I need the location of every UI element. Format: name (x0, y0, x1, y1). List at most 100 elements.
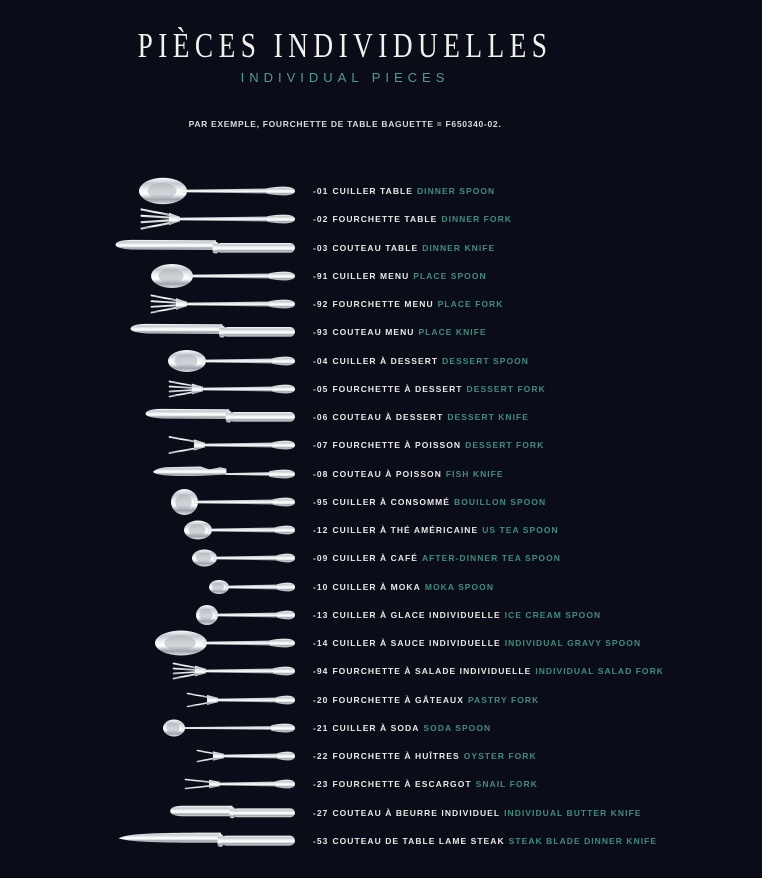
item-name-french: CUILLER À MOKA (332, 581, 421, 592)
item-name-english: DESSERT SPOON (442, 355, 529, 366)
item-name-french: COUTEAU DE TABLE LAME STEAK (332, 835, 505, 846)
item-name-french: FOURCHETTE À ESCARGOT (332, 779, 472, 790)
item-name-french: COUTEAU TABLE (332, 242, 419, 253)
item-name-english: SNAIL FORK (475, 779, 538, 790)
item-label: -07 FOURCHETTE À POISSON DESSERT FORK (313, 440, 544, 450)
catalog-row: -13 CUILLER À GLACE INDIVIDUELLE ICE CREAM… (0, 601, 762, 629)
item-label: -91 CUILLER MENU PLACE SPOON (313, 271, 487, 281)
item-label: -95 CUILLER À CONSOMMÉ BOUILLON SPOON (313, 497, 546, 507)
item-label: -10 CUILLER À MOKA MOKA SPOON (313, 582, 494, 592)
item-name-french: FOURCHETTE TABLE (332, 214, 438, 225)
item-name-french: FOURCHETTE À GÂTEAUX (332, 694, 464, 705)
item-name-french: FOURCHETTE MENU (332, 299, 434, 310)
dinner-knife-image (0, 233, 308, 263)
bouillon-spoon-image (0, 487, 308, 517)
item-name-english: DINNER FORK (441, 214, 512, 225)
item-label: -05 FOURCHETTE À DESSERT DESSERT FORK (313, 384, 546, 394)
steak-knife-image (0, 826, 308, 856)
catalog-row: -04 CUILLER À DESSERT DESSERT SPOON (0, 347, 762, 375)
item-label: -01 CUILLER TABLE DINNER SPOON (313, 186, 495, 196)
item-name-french: CUILLER MENU (332, 270, 410, 281)
catalog-row: -07 FOURCHETTE À POISSON DESSERT FORK (0, 431, 762, 459)
dessert-knife-image (0, 402, 308, 432)
item-name-english: INDIVIDUAL GRAVY SPOON (504, 638, 642, 649)
soda-spoon-image (0, 713, 308, 743)
item-code: -94 (313, 666, 329, 677)
item-name-french: CUILLER À THÉ AMÉRICAINE (332, 525, 479, 536)
item-label: -23 FOURCHETTE À ESCARGOT SNAIL FORK (313, 779, 538, 789)
item-name-french: FOURCHETTE À SALADE INDIVIDUELLE (332, 666, 532, 677)
item-label: -21 CUILLER À SODA SODA SPOON (313, 723, 491, 733)
dinner-fork-image (0, 204, 308, 234)
catalog-row: -01 CUILLER TABLE DINNER SPOON (0, 177, 762, 205)
item-name-english: PLACE KNIFE (418, 327, 487, 338)
page-header: PIÈCES INDIVIDUELLES INDIVIDUAL PIECES P… (0, 0, 726, 129)
catalog-row: -06 COUTEAU À DESSERT DESSERT KNIFE (0, 403, 762, 431)
ice-cream-spoon-image (0, 600, 308, 630)
item-label: -93 COUTEAU MENU PLACE KNIFE (313, 327, 487, 337)
example-note: PAR EXEMPLE, FOURCHETTE DE TABLE BAGUETT… (188, 119, 502, 129)
item-code: -23 (313, 779, 329, 790)
item-label: -94 FOURCHETTE À SALADE INDIVIDUELLE INDIV… (313, 666, 664, 676)
item-name-english: INDIVIDUAL BUTTER KNIFE (504, 807, 642, 818)
item-name-english: DESSERT FORK (466, 383, 546, 394)
salad-fork-image (0, 656, 308, 686)
item-code: -92 (313, 299, 329, 310)
place-fork-image (0, 289, 308, 319)
catalog-row: -95 CUILLER À CONSOMMÉ BOUILLON SPOON (0, 488, 762, 516)
item-name-english: SODA SPOON (423, 722, 492, 733)
item-code: -14 (313, 638, 329, 649)
item-name-english: STEAK BLADE DINNER KNIFE (508, 835, 658, 846)
page-subtitle: INDIVIDUAL PIECES (240, 70, 450, 85)
item-name-french: FOURCHETTE À POISSON (332, 440, 462, 451)
item-name-french: CUILLER À DESSERT (332, 355, 439, 366)
item-label: -09 CUILLER À CAFÉ AFTER-DINNER TEA SPOON (313, 553, 561, 563)
oyster-fork-image (0, 741, 308, 771)
catalog-row: -10 CUILLER À MOKA MOKA SPOON (0, 573, 762, 601)
snail-fork-image (0, 769, 308, 799)
item-label: -13 CUILLER À GLACE INDIVIDUELLE ICE CREAM… (313, 610, 601, 620)
fish-fork-image (0, 430, 308, 460)
item-name-english: PASTRY FORK (467, 694, 540, 705)
item-name-french: COUTEAU À BEURRE INDIVIDUEL (332, 807, 501, 818)
catalog-row: -05 FOURCHETTE À DESSERT DESSERT FORK (0, 375, 762, 403)
item-name-english: DINNER SPOON (416, 186, 496, 197)
catalog-row: -03 COUTEAU TABLE DINNER KNIFE (0, 234, 762, 262)
item-name-english: DESSERT FORK (465, 440, 545, 451)
item-name-french: FOURCHETTE À DESSERT (332, 383, 463, 394)
catalog-row: -94 FOURCHETTE À SALADE INDIVIDUELLE INDIV… (0, 657, 762, 685)
item-code: -05 (313, 383, 329, 394)
page-title: PIÈCES INDIVIDUELLES (137, 26, 553, 65)
item-label: -53 COUTEAU DE TABLE LAME STEAK STEAK BLAD… (313, 836, 657, 846)
catalog-row: -02 FOURCHETTE TABLE DINNER FORK (0, 205, 762, 233)
item-name-english: BOUILLON SPOON (454, 496, 547, 507)
item-name-french: FOURCHETTE À HUÎTRES (332, 751, 460, 762)
catalog-row: -23 FOURCHETTE À ESCARGOT SNAIL FORK (0, 770, 762, 798)
item-name-french: COUTEAU À DESSERT (332, 412, 444, 423)
pastry-fork-image (0, 685, 308, 715)
item-code: -12 (313, 525, 329, 536)
item-label: -20 FOURCHETTE À GÂTEAUX PASTRY FORK (313, 695, 539, 705)
item-name-english: MOKA SPOON (424, 581, 495, 592)
dessert-fork-image (0, 374, 308, 404)
item-name-french: CUILLER À SAUCE INDIVIDUELLE (332, 638, 501, 649)
cutlery-catalog-list: -01 CUILLER TABLE DINNER SPOON -02 FOURCHETT… (0, 177, 762, 855)
item-label: -04 CUILLER À DESSERT DESSERT SPOON (313, 356, 529, 366)
butter-knife-image (0, 798, 308, 828)
after-dinner-tea-spoon-image (0, 543, 308, 573)
catalog-row: -93 COUTEAU MENU PLACE KNIFE (0, 318, 762, 346)
item-label: -14 CUILLER À SAUCE INDIVIDUELLE INDIVIDUA… (313, 638, 641, 648)
item-label: -12 CUILLER À THÉ AMÉRICAINE US TEA SPOON (313, 525, 559, 535)
item-code: -02 (313, 214, 329, 225)
us-tea-spoon-image (0, 515, 308, 545)
item-label: -03 COUTEAU TABLE DINNER KNIFE (313, 243, 495, 253)
gravy-spoon-image (0, 628, 308, 658)
catalog-row: -12 CUILLER À THÉ AMÉRICAINE US TEA SPOON (0, 516, 762, 544)
moka-spoon-image (0, 572, 308, 602)
item-code: -03 (313, 242, 329, 253)
item-label: -27 COUTEAU À BEURRE INDIVIDUEL INDIVIDUAL… (313, 808, 641, 818)
catalog-row: -09 CUILLER À CAFÉ AFTER-DINNER TEA SPOON (0, 544, 762, 572)
item-code: -07 (313, 440, 329, 451)
item-code: -93 (313, 327, 329, 338)
